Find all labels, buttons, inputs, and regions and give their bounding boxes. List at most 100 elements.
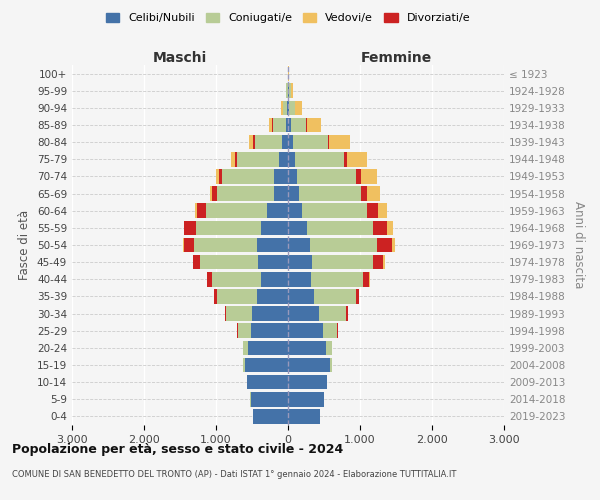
Bar [260, 272, 288, 286]
Bar [269, 118, 272, 132]
Bar [288, 135, 293, 150]
Text: Maschi: Maschi [153, 51, 207, 65]
Bar [288, 272, 311, 286]
Bar [288, 220, 307, 235]
Bar [287, 100, 288, 115]
Bar [368, 272, 370, 286]
Bar [255, 135, 282, 150]
Bar [212, 186, 217, 201]
Bar [251, 392, 288, 406]
Bar [260, 220, 288, 235]
Bar [307, 220, 373, 235]
Bar [288, 255, 312, 270]
Bar [307, 118, 322, 132]
Bar [212, 272, 260, 286]
Bar [257, 289, 288, 304]
Bar [249, 135, 253, 150]
Bar [283, 100, 287, 115]
Bar [217, 186, 274, 201]
Bar [356, 289, 359, 304]
Bar [286, 118, 288, 132]
Bar [253, 135, 255, 150]
Bar [314, 289, 356, 304]
Bar [330, 358, 332, 372]
Bar [248, 340, 288, 355]
Bar [267, 204, 288, 218]
Bar [288, 289, 314, 304]
Bar [373, 220, 388, 235]
Bar [288, 84, 289, 98]
Bar [219, 169, 223, 184]
Bar [289, 100, 295, 115]
Bar [288, 306, 319, 321]
Bar [373, 255, 383, 270]
Bar [253, 409, 288, 424]
Bar [310, 238, 377, 252]
Bar [288, 152, 295, 166]
Bar [224, 306, 226, 321]
Bar [329, 135, 350, 150]
Bar [272, 118, 273, 132]
Bar [328, 135, 329, 150]
Bar [208, 272, 212, 286]
Bar [367, 204, 378, 218]
Bar [288, 118, 290, 132]
Bar [288, 340, 326, 355]
Bar [223, 169, 274, 184]
Bar [245, 358, 288, 372]
Bar [184, 220, 196, 235]
Bar [288, 100, 289, 115]
Bar [289, 84, 291, 98]
Bar [288, 375, 327, 390]
Text: Femmine: Femmine [361, 51, 431, 65]
Bar [193, 255, 200, 270]
Bar [361, 169, 377, 184]
Bar [252, 306, 288, 321]
Bar [344, 152, 347, 166]
Bar [274, 186, 288, 201]
Bar [286, 84, 287, 98]
Bar [290, 118, 307, 132]
Bar [288, 169, 298, 184]
Bar [231, 152, 235, 166]
Bar [288, 324, 323, 338]
Bar [363, 272, 368, 286]
Bar [184, 238, 194, 252]
Bar [392, 238, 395, 252]
Bar [244, 358, 245, 372]
Bar [217, 289, 257, 304]
Bar [378, 204, 386, 218]
Bar [210, 186, 212, 201]
Bar [288, 392, 324, 406]
Bar [206, 204, 267, 218]
Bar [302, 204, 367, 218]
Legend: Celibi/Nubili, Coniugati/e, Vedovi/e, Divorziati/e: Celibi/Nubili, Coniugati/e, Vedovi/e, Di… [101, 8, 475, 28]
Bar [247, 375, 288, 390]
Bar [326, 340, 332, 355]
Bar [244, 340, 248, 355]
Bar [295, 100, 302, 115]
Bar [288, 186, 299, 201]
Bar [197, 204, 206, 218]
Bar [295, 152, 344, 166]
Bar [299, 186, 361, 201]
Bar [274, 169, 288, 184]
Bar [251, 324, 288, 338]
Bar [361, 186, 367, 201]
Bar [367, 186, 380, 201]
Bar [216, 169, 219, 184]
Bar [291, 84, 293, 98]
Text: Popolazione per età, sesso e stato civile - 2024: Popolazione per età, sesso e stato civil… [12, 442, 343, 456]
Bar [346, 306, 348, 321]
Y-axis label: Fasce di età: Fasce di età [19, 210, 31, 280]
Bar [278, 152, 288, 166]
Text: COMUNE DI SAN BENEDETTO DEL TRONTO (AP) - Dati ISTAT 1° gennaio 2024 - Elaborazi: COMUNE DI SAN BENEDETTO DEL TRONTO (AP) … [12, 470, 457, 479]
Bar [356, 169, 361, 184]
Bar [237, 152, 278, 166]
Bar [312, 255, 373, 270]
Bar [288, 238, 310, 252]
Bar [258, 255, 288, 270]
Bar [194, 238, 257, 252]
Bar [257, 238, 288, 252]
Bar [282, 135, 288, 150]
